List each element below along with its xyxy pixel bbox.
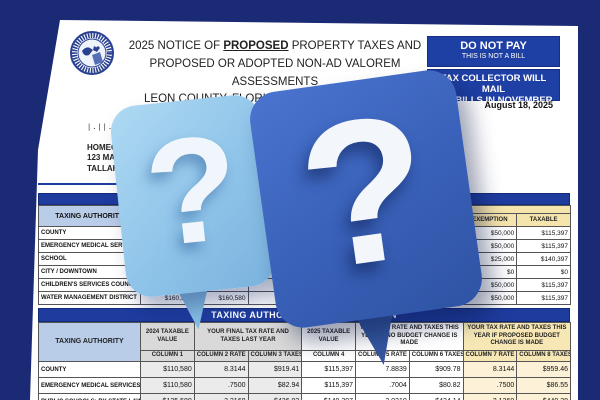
- tax-information-table: TAXING AUTHORITY 2024 TAXABLE VALUE YOUR…: [38, 322, 572, 400]
- dark-question-bubble: ?: [246, 66, 486, 332]
- exemption-header: EXEMPTION: [462, 213, 518, 227]
- tax-group-row: TAXING AUTHORITY 2024 TAXABLE VALUE YOUR…: [38, 322, 572, 362]
- value-cell: $115,397: [516, 226, 571, 240]
- county-appraiser-seal-icon: [70, 31, 114, 75]
- column-label: COLUMN 4: [301, 350, 356, 362]
- value-cell: $115,397: [301, 377, 356, 394]
- value-cell: $436.03: [247, 393, 303, 400]
- column-label: COLUMN 1: [140, 350, 195, 362]
- do-not-pay-box: DO NOT PAY THIS IS NOT A BILL: [427, 36, 560, 67]
- value-cell: $919.41: [247, 361, 303, 378]
- value-cell: $959.46: [516, 361, 572, 378]
- table-row: COUNTY $110,580 8.3144 $919.41 $115,397 7.883…: [38, 361, 572, 378]
- do-not-pay-text: DO NOT PAY: [460, 40, 527, 52]
- authority-cell: CHILDREN'S SERVICES COUNCIL: [38, 278, 141, 292]
- tax-authority-header: TAXING AUTHORITY: [38, 322, 141, 362]
- value-cell: $82.94: [247, 377, 303, 394]
- column-label: COLUMN 8 TAXES: [516, 350, 572, 362]
- not-a-bill-text: THIS IS NOT A BILL: [461, 53, 526, 60]
- value-cell: $86.55: [516, 377, 572, 394]
- value-cell: $110,580: [140, 361, 195, 378]
- value-cell: 7.8839: [355, 361, 410, 378]
- mail-date: August 18, 2025: [484, 100, 553, 110]
- section-divider: [38, 183, 138, 185]
- group-proposed-change: YOUR TAX RATE AND TAXES THIS YEAR IF PRO…: [462, 322, 572, 351]
- value-cell: $115,397: [516, 278, 571, 292]
- authority-cell: COUNTY: [38, 361, 141, 378]
- value-cell: .7004: [355, 377, 410, 394]
- value-cell: $440.28: [516, 393, 572, 400]
- question-mark-icon: ?: [138, 101, 247, 279]
- table-row: EMERGENCY MEDICAL SERVICES $110,580.7500 $…: [38, 377, 572, 394]
- value-cell: 8.3144: [193, 361, 249, 378]
- value-cell: $115,397: [301, 361, 356, 378]
- authority-cell: EMERGENCY MEDICAL SERVICES: [38, 377, 141, 394]
- column-label: COLUMN 6 TAXES: [408, 350, 464, 362]
- value-cell: $115,397: [516, 291, 571, 305]
- value-cell: $140,397: [301, 393, 356, 400]
- value-cell: $110,580: [140, 377, 195, 394]
- column-label: COLUMN 2 RATE: [193, 350, 249, 362]
- value-cell: $0: [516, 265, 571, 279]
- value-cell: $80.82: [408, 377, 464, 394]
- value-cell: 3.0210: [355, 393, 410, 400]
- question-mark-icon: ?: [286, 68, 443, 314]
- tax-collector-line1: TAX COLLECTOR WILL MAIL: [440, 73, 547, 95]
- value-cell: $424.14: [408, 393, 464, 400]
- column-label: COLUMN 7 RATE: [462, 350, 518, 362]
- column-label: COLUMN 3 TAXES: [247, 350, 303, 362]
- address-line2: 123 MAIN ST: [87, 153, 136, 163]
- group-2025-taxable: 2025 TAXABLE VALUE: [301, 322, 356, 351]
- value-cell: $115,397: [516, 239, 571, 253]
- taxable-header: TAXABLE: [516, 213, 571, 227]
- table-row: PUBLIC SCHOOLS: BY STATE LAW$135,5803.21…: [38, 393, 572, 400]
- authority-cell: PUBLIC SCHOOLS: BY STATE LAW: [38, 393, 141, 400]
- value-cell: $909.78: [408, 361, 464, 378]
- value-cell: 3.2160: [193, 393, 249, 400]
- title-line-1: 2025 NOTICE OF PROPOSED PROPERTY TAXES A…: [128, 40, 422, 52]
- group-2024-taxable: 2024 TAXABLE VALUE: [140, 322, 195, 351]
- value-cell: .7500: [193, 377, 249, 394]
- value-cell: $135,580: [140, 393, 195, 400]
- title-line-2: PROPOSED OR ADOPTED NON-AD VALOREM ASSES…: [149, 57, 401, 88]
- value-cell: .7500: [462, 377, 518, 394]
- value-authority-header: TAXING AUTHORITY: [38, 205, 141, 227]
- authority-cell: WATER MANAGEMENT DISTRICT: [38, 291, 141, 305]
- value-cell: $140,397: [516, 252, 571, 266]
- value-cell: 8.3144: [462, 361, 518, 378]
- group-final-last-year: YOUR FINAL TAX RATE AND TAXES LAST YEAR: [193, 322, 303, 351]
- tax-collector-line2: TAX BILLS IN NOVEMBER: [434, 95, 553, 106]
- value-cell: 3.1360: [462, 393, 518, 400]
